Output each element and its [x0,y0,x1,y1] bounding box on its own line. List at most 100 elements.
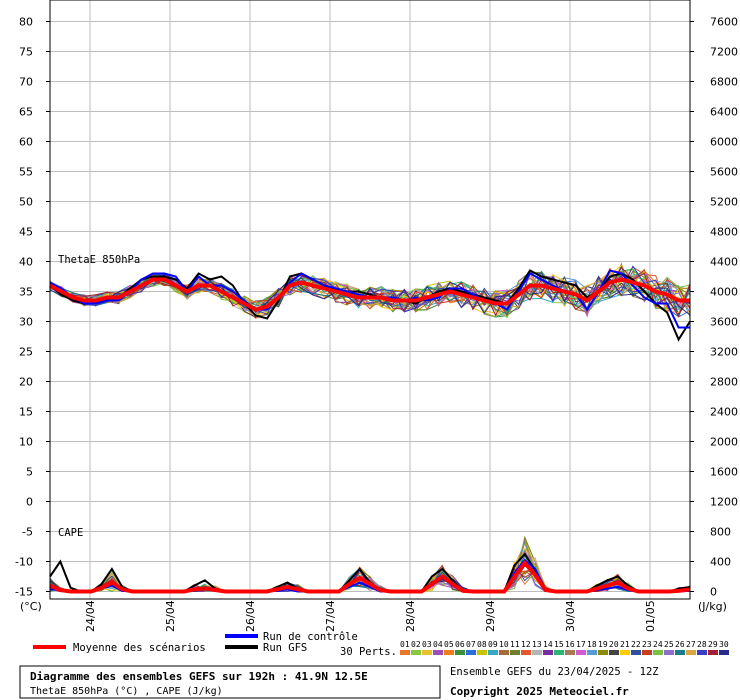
right-tick-label: 3600 [710,316,738,329]
member-swatch [433,650,443,655]
member-swatch [411,650,421,655]
x-tick-label: 30/04 [564,600,577,632]
member-swatch [554,650,564,655]
right-tick-label: 2000 [710,436,738,449]
member-swatch [587,650,597,655]
member-swatch [653,650,663,655]
left-axis-ticks: -15 -10 -5 0 5 10 15 20 25 30 35 40 45 50 55 60 65 70 75 80 [15,16,50,599]
member-swatch [455,650,465,655]
member-number: 19 [598,640,608,649]
member-number: 27 [686,640,696,649]
right-tick-label: 5600 [710,166,738,179]
left-tick-label: 0 [26,496,33,509]
member-number: 04 [433,640,443,649]
member-number: 29 [708,640,718,649]
member-swatch [719,650,729,655]
member-number: 22 [631,640,641,649]
right-tick-label: 7600 [710,16,738,29]
right-tick-label: 3200 [710,346,738,359]
left-tick-label: 10 [19,436,33,449]
x-tick-label: 26/04 [244,600,257,632]
left-tick-label: -10 [15,556,33,569]
legend: Moyenne des scénarios Run de contrôle Ru… [33,631,729,658]
member-number: 02 [411,640,421,649]
right-axis-ticks: 0 400 800 1200 1600 2000 2400 2800 3200 3600 4000 4… [690,16,738,599]
member-swatch [686,650,696,655]
left-tick-label: 55 [19,166,33,179]
left-tick-label: 5 [26,466,33,479]
member-number: 13 [532,640,542,649]
member-swatch [532,650,542,655]
copyright: Copyright 2025 Meteociel.fr [450,685,629,698]
right-tick-label: 6000 [710,136,738,149]
member-number: 30 [719,640,729,649]
member-swatch [609,650,619,655]
cape-annotation: CAPE [58,527,83,539]
legend-perts-label: 30 Perts. [340,646,397,658]
member-number: 14 [543,640,553,649]
member-swatch [444,650,454,655]
left-tick-label: 25 [19,346,33,359]
member-swatch [642,650,652,655]
thetae-annotation: ThetaE 850hPa [58,254,140,266]
member-swatch [466,650,476,655]
mean-thetae-line [49,277,690,312]
member-swatch [422,650,432,655]
member-swatch [576,650,586,655]
left-axis-unit: (°C) [20,600,42,613]
member-number: 03 [422,640,432,649]
member-number: 15 [554,640,564,649]
member-number: 18 [587,640,597,649]
legend-mean-label: Moyenne des scénarios [73,642,206,654]
right-tick-label: 6400 [710,106,738,119]
run-info: Ensemble GEFS du 23/04/2025 - 12Z [450,666,659,678]
x-tick-label: 29/04 [484,600,497,632]
x-tick-label: 28/04 [404,600,417,632]
right-tick-label: 0 [710,586,717,599]
right-tick-label: 1600 [710,466,738,479]
x-axis-labels: 24/04 25/04 26/04 27/04 28/04 29/04 30/04 01/05 [84,600,657,632]
plot-frame [49,0,691,600]
member-number: 17 [576,640,586,649]
member-number: 05 [444,640,454,649]
member-number: 01 [400,640,410,649]
right-tick-label: 4400 [710,256,738,269]
left-tick-label: 15 [19,406,33,419]
member-swatch [697,650,707,655]
right-tick-label: 400 [710,556,731,569]
right-axis-unit: (J/kg) [698,600,727,613]
member-number: 21 [620,640,630,649]
member-number: 06 [455,640,465,649]
info-subtitle: ThetaE 850hPa (°C) , CAPE (J/kg) [30,686,223,697]
right-tick-label: 6800 [710,76,738,89]
member-number: 07 [466,640,476,649]
left-tick-label: -15 [15,586,33,599]
member-swatch [565,650,575,655]
member-number: 12 [521,640,531,649]
x-tick-label: 01/05 [644,600,657,632]
main-series [49,269,691,594]
left-tick-label: 40 [19,256,33,269]
right-tick-label: 2800 [710,376,738,389]
x-tick-label: 25/04 [164,600,177,632]
member-number: 10 [499,640,509,649]
member-number: 16 [565,640,575,649]
member-swatch [521,650,531,655]
member-swatch [664,650,674,655]
x-tick-label: 24/04 [84,600,97,632]
member-swatch [598,650,608,655]
right-tick-label: 800 [710,526,731,539]
member-swatch [708,650,718,655]
left-tick-label: 70 [19,76,33,89]
left-tick-label: 80 [19,16,33,29]
info-box [19,665,441,699]
legend-control-label: Run de contrôle [263,631,358,643]
member-swatch [631,650,641,655]
left-tick-label: 20 [19,376,33,389]
member-number: 09 [488,640,498,649]
right-tick-label: 4800 [710,226,738,239]
member-number: 28 [697,640,707,649]
gfs-thetae-line [49,269,691,342]
left-tick-label: 65 [19,106,33,119]
info-title: Diagramme des ensembles GEFS sur 192h : … [30,670,368,683]
